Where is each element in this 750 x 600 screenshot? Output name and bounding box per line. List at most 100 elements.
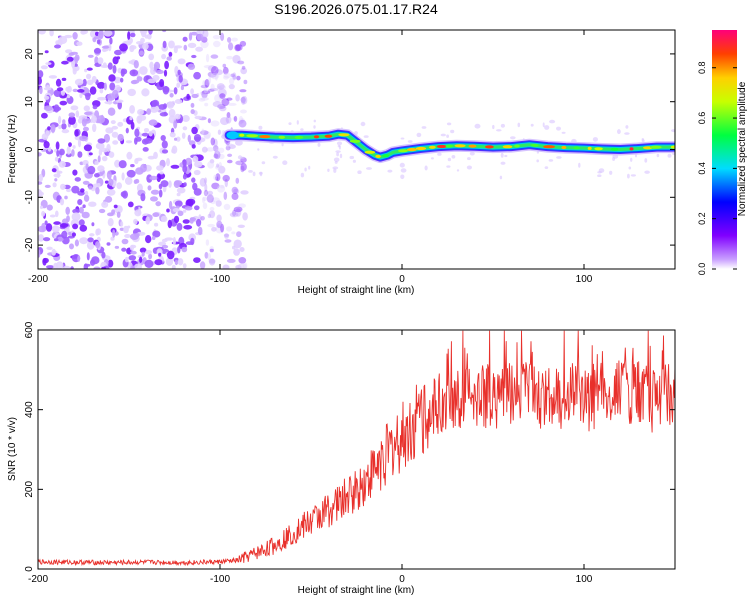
noise-blob bbox=[210, 200, 216, 205]
noise-blob bbox=[215, 69, 223, 76]
y-tick-label: 0 bbox=[24, 146, 35, 152]
noise-blob bbox=[105, 127, 114, 134]
noise-blob bbox=[197, 226, 203, 236]
noise-blob bbox=[71, 185, 80, 194]
noise-blob bbox=[72, 67, 77, 75]
colorbar-gradient bbox=[712, 30, 737, 269]
noise-blob bbox=[207, 71, 217, 78]
noise-blob bbox=[204, 177, 208, 184]
noise-blob bbox=[474, 123, 481, 129]
noise-blob bbox=[205, 53, 210, 63]
ridge-hotspot bbox=[364, 150, 376, 154]
noise-blob bbox=[193, 134, 202, 142]
noise-blob bbox=[199, 261, 206, 269]
noise-blob bbox=[70, 105, 79, 111]
noise-blob bbox=[219, 93, 226, 99]
noise-blob bbox=[193, 188, 202, 196]
noise-blob bbox=[212, 101, 222, 108]
noise-blob bbox=[220, 185, 225, 189]
noise-blob bbox=[134, 209, 142, 217]
noise-blob bbox=[628, 166, 632, 170]
ridge-hotspot bbox=[313, 135, 320, 139]
noise-blob bbox=[327, 168, 330, 172]
noise-blob bbox=[221, 98, 230, 106]
noise-blob bbox=[158, 241, 167, 246]
noise-blob bbox=[635, 154, 637, 158]
noise-blob bbox=[216, 220, 223, 229]
noise-blob bbox=[446, 134, 449, 138]
noise-blob bbox=[232, 245, 238, 250]
noise-blob bbox=[222, 174, 230, 182]
noise-blob bbox=[240, 67, 248, 75]
noise-blob bbox=[235, 139, 243, 146]
noise-blob bbox=[147, 185, 152, 191]
noise-blob bbox=[196, 218, 202, 227]
noise-blob bbox=[182, 36, 188, 42]
noise-blob bbox=[74, 129, 79, 137]
noise-blob bbox=[215, 165, 223, 170]
noise-blob bbox=[204, 183, 208, 192]
noise-blob bbox=[313, 119, 316, 123]
noise-blob bbox=[333, 168, 337, 173]
noise-blob bbox=[424, 165, 428, 171]
noise-blob bbox=[204, 102, 209, 107]
noise-blob bbox=[38, 173, 43, 182]
ridge-hotspot bbox=[561, 145, 567, 150]
noise-blob bbox=[536, 151, 540, 154]
noise-blob bbox=[387, 169, 393, 173]
noise-blob bbox=[130, 32, 136, 38]
noise-blob bbox=[202, 196, 208, 201]
noise-blob bbox=[162, 40, 167, 49]
noise-blob bbox=[226, 97, 233, 101]
noise-blob bbox=[41, 112, 48, 119]
noise-blob bbox=[65, 49, 73, 54]
noise-blob bbox=[231, 37, 238, 42]
noise-blob bbox=[272, 155, 278, 159]
noise-blob bbox=[181, 246, 188, 253]
noise-blob bbox=[61, 77, 67, 81]
noise-blob bbox=[97, 57, 104, 65]
noise-blob bbox=[118, 160, 127, 169]
noise-blob bbox=[240, 109, 247, 114]
noise-blob bbox=[129, 116, 133, 121]
noise-blob bbox=[224, 178, 228, 188]
noise-blob bbox=[111, 209, 116, 215]
noise-blob bbox=[258, 171, 263, 175]
noise-blob bbox=[98, 30, 104, 39]
noise-blob bbox=[111, 131, 119, 138]
noise-blob bbox=[139, 50, 144, 56]
noise-blob bbox=[257, 148, 260, 151]
noise-blob bbox=[182, 263, 187, 269]
noise-blob bbox=[56, 236, 64, 242]
noise-blob bbox=[492, 124, 495, 130]
noise-blob bbox=[127, 225, 131, 229]
noise-blob bbox=[145, 235, 152, 244]
ridge-hotspot bbox=[670, 145, 675, 149]
noise-blob bbox=[119, 227, 125, 231]
noise-blob bbox=[72, 169, 78, 176]
noise-blob bbox=[87, 54, 94, 58]
noise-blob bbox=[199, 177, 207, 187]
noise-blob bbox=[180, 85, 184, 91]
noise-blob bbox=[92, 105, 98, 110]
noise-blob bbox=[242, 212, 248, 221]
noise-blob bbox=[213, 153, 219, 159]
x-tick-label: -100 bbox=[210, 274, 230, 285]
noise-blob bbox=[544, 125, 550, 130]
noise-blob bbox=[115, 99, 124, 103]
noise-blob bbox=[46, 204, 53, 211]
noise-blob bbox=[226, 112, 231, 119]
noise-blob bbox=[168, 200, 173, 210]
noise-blob bbox=[236, 231, 242, 238]
noise-blob bbox=[95, 187, 100, 195]
noise-blob bbox=[114, 245, 120, 249]
noise-blob bbox=[191, 144, 196, 149]
noise-blob bbox=[182, 209, 187, 213]
noise-blob bbox=[127, 201, 134, 208]
noise-blob bbox=[227, 159, 233, 164]
noise-blob bbox=[202, 202, 208, 210]
noise-blob bbox=[209, 206, 215, 211]
noise-blob bbox=[530, 123, 534, 127]
noise-blob bbox=[193, 169, 201, 176]
noise-blob bbox=[168, 40, 175, 49]
